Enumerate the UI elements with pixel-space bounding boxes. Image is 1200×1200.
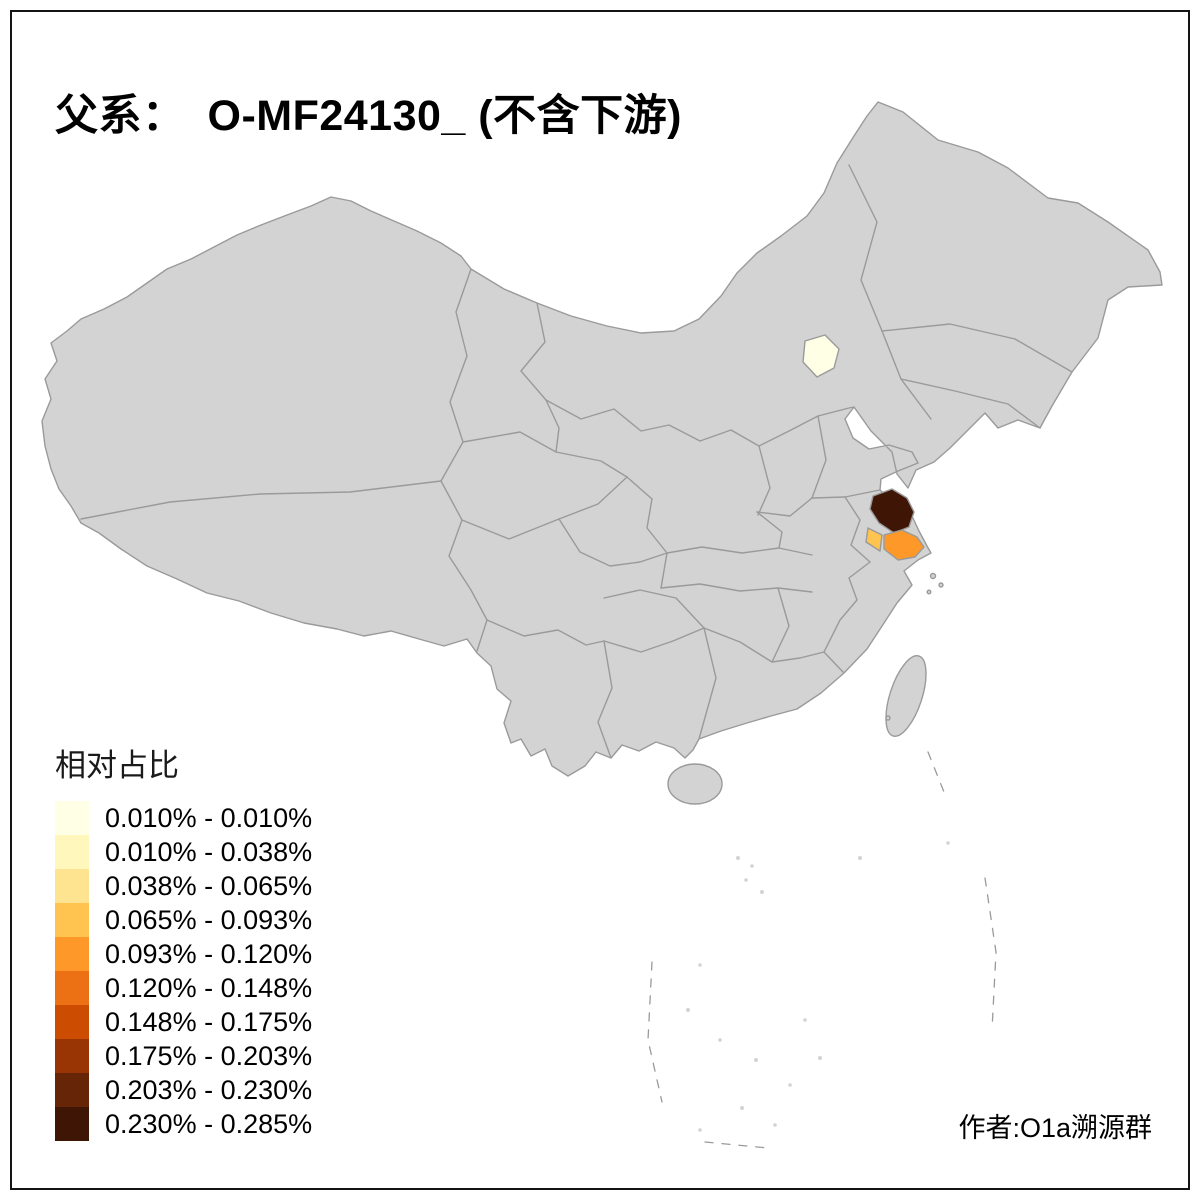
region-shanghai <box>883 529 925 561</box>
legend-label: 0.148% - 0.175% <box>105 1007 313 1037</box>
legend-label: 0.010% - 0.038% <box>105 837 313 867</box>
legend-item: 0.175% - 0.203% <box>55 1039 312 1073</box>
mainland-china <box>41 101 1163 777</box>
legend-swatch <box>55 801 89 835</box>
legend-label: 0.065% - 0.093% <box>105 905 313 935</box>
legend-label: 0.038% - 0.065% <box>105 871 313 901</box>
legend-swatch <box>55 869 89 903</box>
legend-label: 0.093% - 0.120% <box>105 939 313 969</box>
nine-dash-line <box>647 751 997 1149</box>
legend-item: 0.120% - 0.148% <box>55 971 312 1005</box>
hainan-island <box>667 763 723 805</box>
legend-swatch <box>55 937 89 971</box>
legend-item: 0.203% - 0.230% <box>55 1073 312 1107</box>
author-credit: 作者:O1a溯源群 <box>958 1113 1152 1143</box>
coastal-islet <box>926 589 932 595</box>
legend: 相对占比 0.010% - 0.010% 0.010% - 0.038% 0.038… <box>55 740 312 1141</box>
taiwan-island <box>885 655 927 737</box>
legend-label: 0.175% - 0.203% <box>105 1041 313 1071</box>
legend-swatch <box>55 903 89 937</box>
region-beijing <box>802 334 840 378</box>
coastal-islet <box>929 572 937 580</box>
province-borders <box>80 164 1073 759</box>
map-strokes <box>41 101 1163 1149</box>
legend-swatch <box>55 1005 89 1039</box>
figure-title: 父系： O-MF24130_ (不含下游) <box>55 91 682 140</box>
legend-items: 0.010% - 0.010% 0.010% - 0.038% 0.038% - 0… <box>55 801 312 1141</box>
legend-swatch <box>55 1039 89 1073</box>
legend-item: 0.010% - 0.038% <box>55 835 312 869</box>
legend-swatch <box>55 835 89 869</box>
legend-swatch <box>55 1073 89 1107</box>
legend-label: 0.230% - 0.285% <box>105 1109 313 1139</box>
legend-label: 0.010% - 0.010% <box>105 803 313 833</box>
legend-item: 0.010% - 0.010% <box>55 801 312 835</box>
legend-title: 相对占比 <box>55 748 179 783</box>
legend-item: 0.065% - 0.093% <box>55 903 312 937</box>
legend-label: 0.203% - 0.230% <box>105 1075 313 1105</box>
region-jiangsu-south <box>865 527 883 552</box>
highlight-regions <box>802 334 925 561</box>
legend-item: 0.230% - 0.285% <box>55 1107 312 1141</box>
legend-item: 0.148% - 0.175% <box>55 1005 312 1039</box>
legend-label: 0.120% - 0.148% <box>105 973 313 1003</box>
coastal-islet <box>938 582 944 588</box>
land-shapes <box>41 101 1163 805</box>
coastal-islet <box>885 715 891 721</box>
legend-swatch <box>55 1107 89 1141</box>
legend-swatch <box>55 971 89 1005</box>
legend-item: 0.093% - 0.120% <box>55 937 312 971</box>
sea-islets <box>686 841 950 1132</box>
legend-item: 0.038% - 0.065% <box>55 869 312 903</box>
region-jiangsu <box>869 488 915 534</box>
